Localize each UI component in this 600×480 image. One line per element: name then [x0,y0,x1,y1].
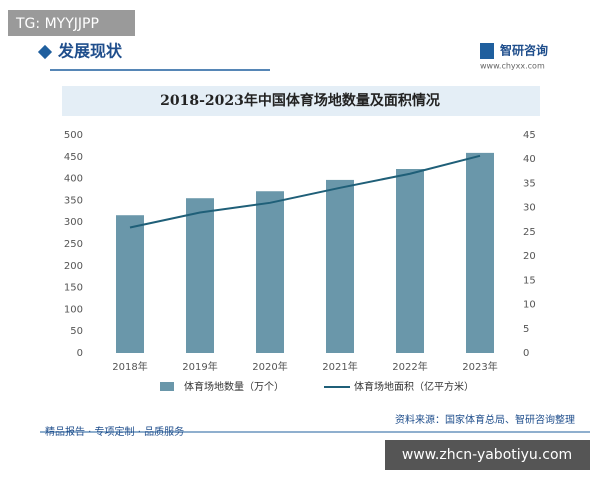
source: 资料来源：国家体育总局、智研咨询整理 [395,413,575,426]
bar [186,198,214,353]
y2-tick-label: 45 [523,130,536,141]
y-tick-label: 450 [64,152,83,163]
line [129,154,481,229]
title-band [62,86,540,116]
y2-tick-label: 30 [523,203,536,214]
diamond [37,44,53,60]
y-tick-label: 300 [64,217,83,228]
x-tick-label: 2022年 [392,360,427,373]
brand: 智研咨询 [499,43,548,58]
section-title: 发展现状 [57,42,123,61]
overlay: www.zhcn-yabotiyu.com [402,447,572,463]
x-tick-label: 2021年 [322,360,357,373]
tag: TG: MYYJJPP [15,16,99,32]
y2-tick-label: 35 [523,178,536,189]
x-tick-label: 2018年 [112,360,147,373]
y2-tick-label: 25 [523,227,536,238]
bar [116,215,144,353]
y-tick-label: 0 [77,348,83,359]
y2-tick-label: 10 [523,300,536,311]
legend-swatch [160,382,174,391]
y2-tick-label: 5 [523,324,529,335]
y-tick-label: 400 [64,174,83,185]
x-tick-label: 2023年 [462,360,497,373]
y-tick-label: 100 [64,304,83,315]
y2-tick-label: 40 [523,154,536,165]
bar [256,191,284,353]
legend-label: 体育场地面积（亿平方米） [354,380,474,393]
y-tick-label: 150 [64,283,83,294]
bar [396,169,424,353]
y-tick-label: 250 [64,239,83,250]
tag-box [8,10,135,36]
footer: 精品报告 · 专项定制 · 品质服务 [45,425,184,438]
y2-tick-label: 15 [523,275,536,286]
bar [466,152,494,353]
x-tick-label: 2019年 [182,360,217,373]
y2-tick-label: 20 [523,251,536,262]
y-tick-label: 200 [64,261,83,272]
bar [326,179,354,353]
chart-title: 2018-2023年中国体育场地数量及面积情况 [160,92,440,109]
y2-tick-label: 0 [523,348,529,359]
site: www.chyxx.com [480,62,545,71]
logo [480,43,494,59]
legend-label: 体育场地数量（万个） [184,380,284,393]
y-tick-label: 500 [64,130,83,141]
x-tick-label: 2020年 [252,360,287,373]
y-tick-label: 50 [70,326,83,337]
y-tick-label: 350 [64,195,83,206]
overlay-box [385,440,590,470]
